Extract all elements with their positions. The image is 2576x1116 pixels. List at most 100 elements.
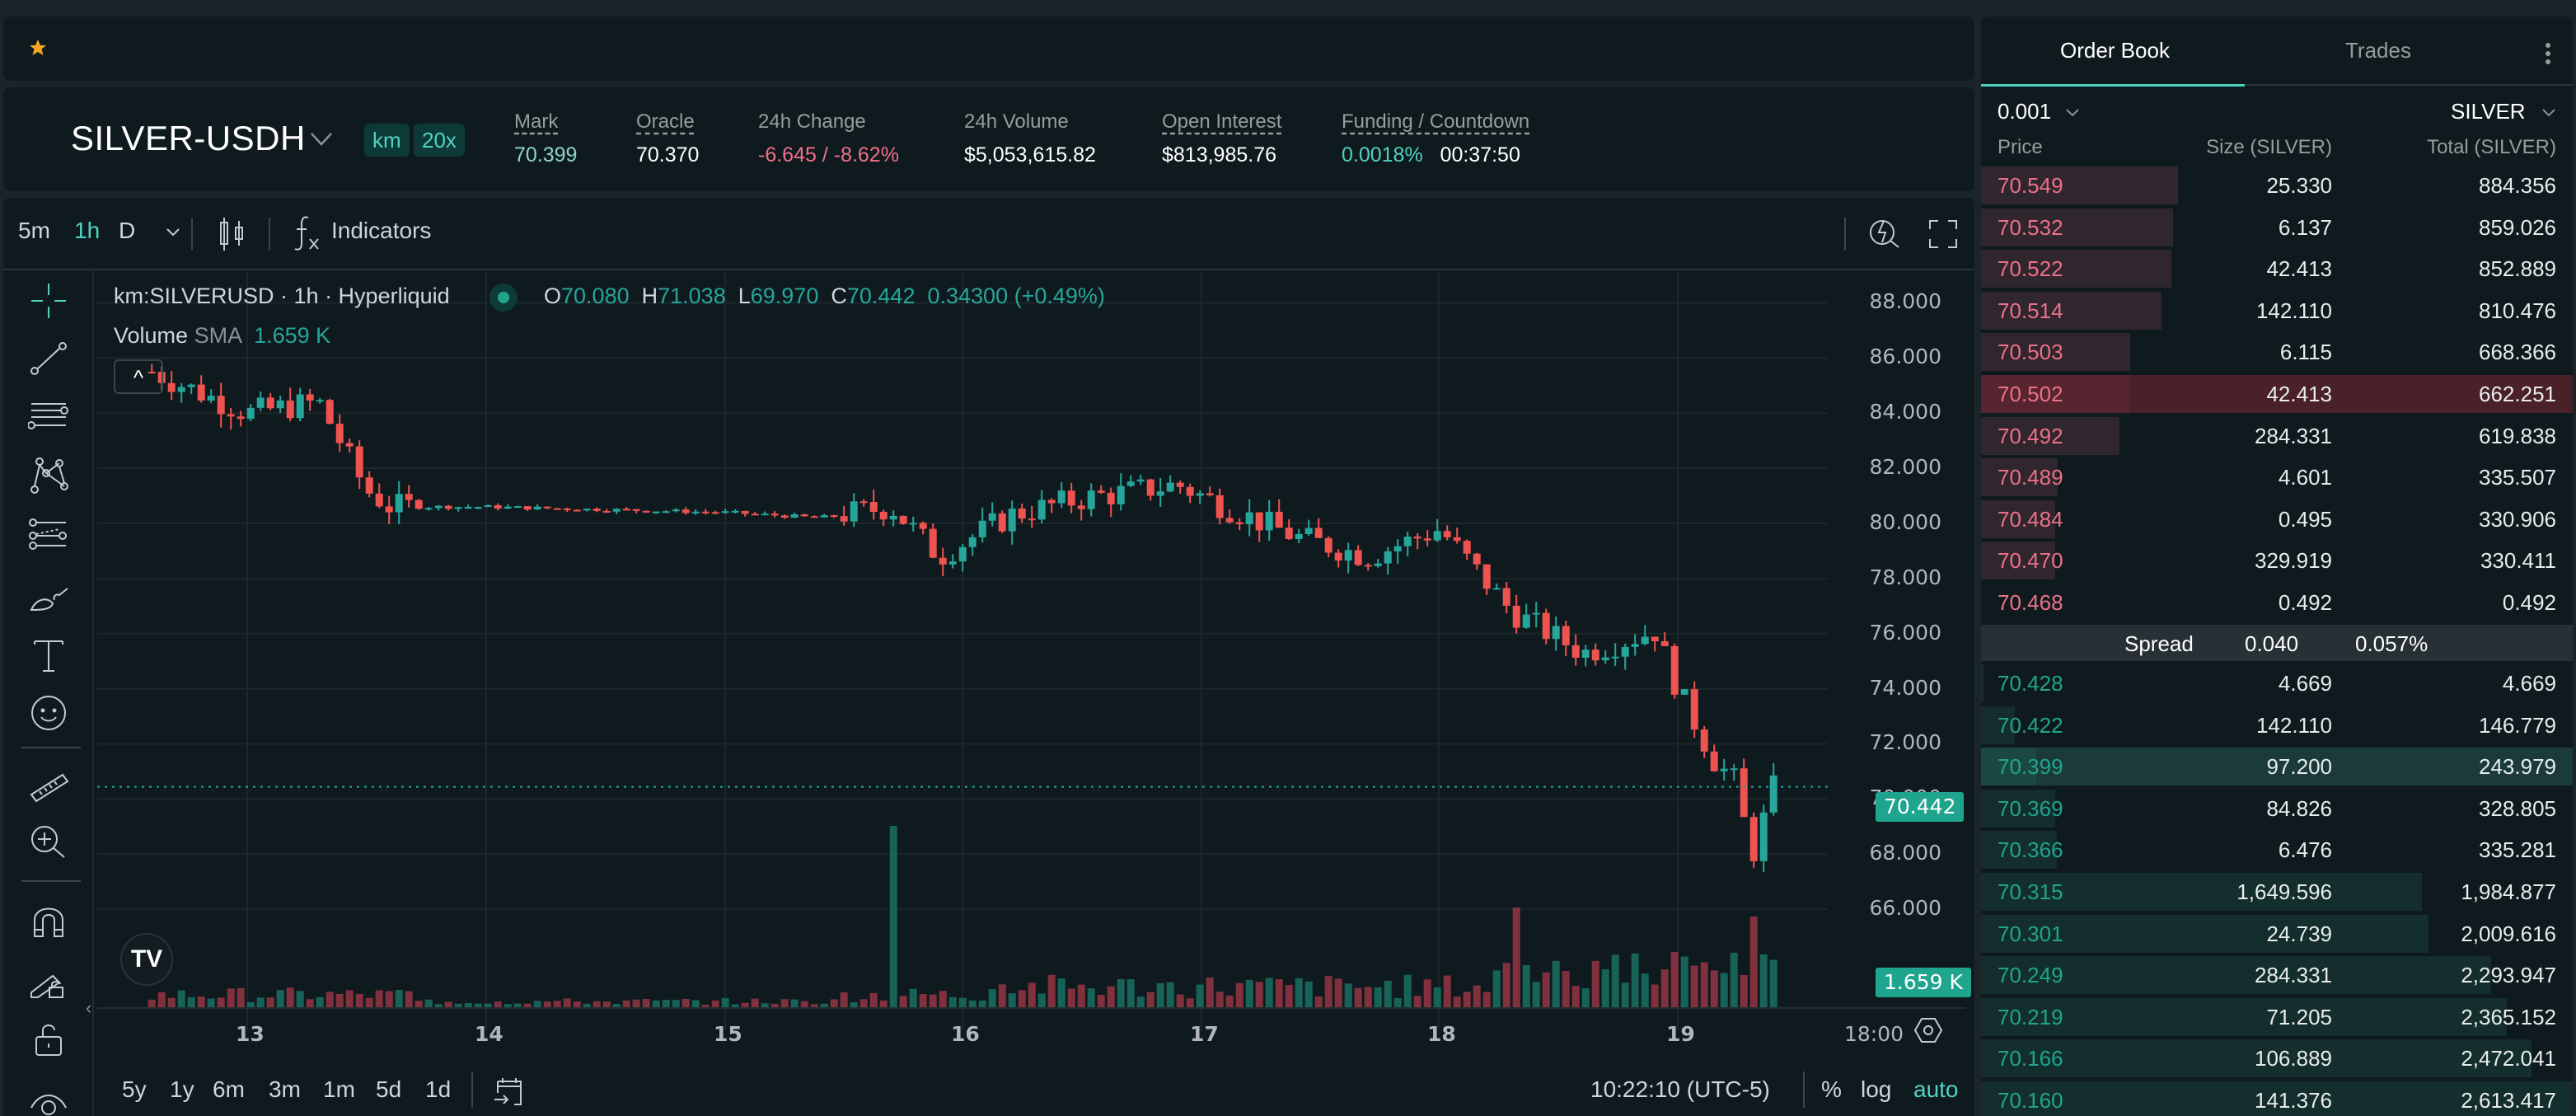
unit-select[interactable]: SILVER	[2451, 99, 2526, 124]
bid-row[interactable]: 70.315 1,649.596 1,984.877	[1981, 873, 2573, 911]
emoji-icon[interactable]	[28, 692, 69, 734]
range-3m[interactable]: 3m	[269, 1076, 301, 1102]
auto-toggle[interactable]: auto	[1913, 1076, 1959, 1102]
zoom-in-icon[interactable]	[28, 823, 69, 864]
bid-row[interactable]: 70.301 24.739 2,009.616	[1981, 914, 2573, 953]
bid-total: 243.979	[2479, 754, 2556, 780]
parallel-lines-icon[interactable]	[28, 396, 69, 437]
fib-icon[interactable]	[28, 514, 69, 556]
bid-row[interactable]: 70.399 97.200 243.979	[1981, 748, 2573, 786]
bid-row[interactable]: 70.422 142.110 146.779	[1981, 706, 2573, 744]
timeframe-d[interactable]: D	[119, 218, 136, 243]
divider	[269, 218, 270, 251]
log-toggle[interactable]: log	[1861, 1076, 1892, 1102]
ask-total: 662.251	[2479, 382, 2556, 406]
function-icon[interactable]	[293, 214, 321, 252]
bid-price: 70.160	[1998, 1088, 2063, 1113]
ask-row[interactable]: 70.489 4.601 335.507	[1981, 458, 2573, 497]
timeframe-1h[interactable]: 1h	[74, 218, 101, 243]
clock-timezone[interactable]: 10:22:10 (UTC-5)	[1590, 1076, 1770, 1102]
timeframe-5m[interactable]: 5m	[18, 218, 50, 243]
bid-total: 2,472.041	[2461, 1046, 2556, 1071]
precision-select[interactable]: 0.001	[1998, 99, 2052, 124]
text-icon[interactable]	[28, 635, 69, 676]
ask-row[interactable]: 70.470 329.919 330.411	[1981, 542, 2573, 580]
ask-row[interactable]: 70.468 0.492 0.492	[1981, 584, 2573, 621]
range-5d[interactable]: 5d	[376, 1076, 402, 1102]
ask-row[interactable]: 70.484 0.495 330.906	[1981, 499, 2573, 538]
lock-drawings-icon[interactable]	[28, 959, 69, 1001]
candle-type-icon[interactable]	[216, 216, 249, 252]
chart-panel: 5m 1h D Indicators	[3, 198, 1974, 1116]
range-1y[interactable]: 1y	[170, 1076, 194, 1102]
chevron-down-icon[interactable]	[308, 130, 335, 148]
col-price: Price	[1998, 136, 2043, 158]
quick-search-icon[interactable]	[1867, 216, 1904, 252]
brush-icon[interactable]	[28, 574, 69, 615]
pattern-icon[interactable]	[28, 455, 69, 496]
depth-bar	[1981, 997, 2508, 1036]
km-badge: km	[364, 124, 410, 157]
settings-icon[interactable]	[1913, 1015, 1943, 1045]
tab-order-book[interactable]: Order Book	[2060, 38, 2170, 63]
percent-toggle[interactable]: %	[1821, 1076, 1842, 1102]
collapse-legend-button[interactable]: ^	[114, 359, 163, 394]
bid-price: 70.315	[1998, 879, 2063, 904]
ask-row[interactable]: 70.492 284.331 619.838	[1981, 416, 2573, 455]
range-5y[interactable]: 5y	[122, 1076, 147, 1102]
ask-price: 70.522	[1998, 256, 2063, 282]
ask-total: 852.889	[2479, 256, 2556, 282]
ask-row[interactable]: 70.503 6.115 668.366	[1981, 333, 2573, 372]
more-options-icon[interactable]	[2541, 41, 2555, 66]
star-icon[interactable]	[28, 38, 48, 58]
divider	[2245, 84, 2573, 86]
chevron-down-icon[interactable]	[2065, 107, 2080, 119]
ask-row[interactable]: 70.522 42.413 852.889	[1981, 250, 2573, 288]
ask-row[interactable]: 70.549 25.330 884.356	[1981, 166, 2573, 204]
x-tick-label: 19	[1666, 1022, 1695, 1046]
magnet-icon[interactable]	[28, 900, 69, 941]
bid-row[interactable]: 70.428 4.669 4.669	[1981, 664, 2573, 702]
unlock-icon[interactable]	[28, 1019, 69, 1060]
bid-row[interactable]: 70.219 71.205 2,365.152	[1981, 997, 2573, 1036]
ask-row[interactable]: 70.502 42.413 662.251	[1981, 375, 2573, 413]
trend-line-icon[interactable]	[28, 338, 69, 379]
indicators-button[interactable]: Indicators	[331, 218, 432, 243]
ask-row[interactable]: 70.514 142.110 810.476	[1981, 291, 2573, 330]
ask-size: 25.330	[2266, 173, 2332, 198]
ask-size: 329.919	[2255, 548, 2332, 574]
pair-selector[interactable]: SILVER-USDH	[71, 119, 306, 157]
tradingview-logo[interactable]: TV	[120, 933, 173, 986]
chevron-down-icon[interactable]	[165, 226, 181, 239]
range-6m[interactable]: 6m	[213, 1076, 245, 1102]
divider	[21, 747, 81, 748]
bid-row[interactable]: 70.366 6.476 335.281	[1981, 831, 2573, 870]
ask-row[interactable]: 70.532 6.137 859.026	[1981, 208, 2573, 246]
scroll-left-icon[interactable]: ‹	[86, 997, 92, 1018]
fullscreen-icon[interactable]	[1928, 219, 1958, 249]
price-axis[interactable]: 88.000 86.000 84.000 82.000 80.000 78.000 76.0…	[1828, 272, 1966, 1030]
go-to-date-icon[interactable]	[493, 1075, 526, 1108]
bid-price: 70.428	[1998, 671, 2063, 696]
crosshair-icon[interactable]	[28, 280, 69, 321]
price-chart-canvas[interactable]	[97, 272, 1828, 1030]
leverage-badge[interactable]: 20x	[414, 124, 465, 157]
bid-row[interactable]: 70.369 84.826 328.805	[1981, 789, 2573, 828]
bid-size: 97.200	[2266, 754, 2332, 780]
ruler-icon[interactable]	[28, 763, 69, 804]
bid-total: 328.805	[2479, 795, 2556, 821]
visibility-icon[interactable]	[28, 1083, 69, 1116]
depth-bar	[1981, 748, 2036, 786]
range-1m[interactable]: 1m	[323, 1076, 355, 1102]
ask-size: 142.110	[2255, 298, 2332, 323]
ask-price: 70.470	[1998, 548, 2063, 574]
bid-row[interactable]: 70.160 141.376 2,613.417	[1981, 1081, 2573, 1116]
tab-trades[interactable]: Trades	[2345, 38, 2411, 63]
bid-row[interactable]: 70.166 106.889 2,472.041	[1981, 1039, 2573, 1078]
depth-bar	[1981, 250, 2172, 288]
chevron-down-icon[interactable]	[2541, 107, 2556, 119]
y-tick-label: 86.000	[1869, 345, 1941, 369]
bid-row[interactable]: 70.249 284.331 2,293.947	[1981, 956, 2573, 995]
range-1d[interactable]: 1d	[425, 1076, 452, 1102]
bid-size: 284.331	[2255, 963, 2332, 988]
